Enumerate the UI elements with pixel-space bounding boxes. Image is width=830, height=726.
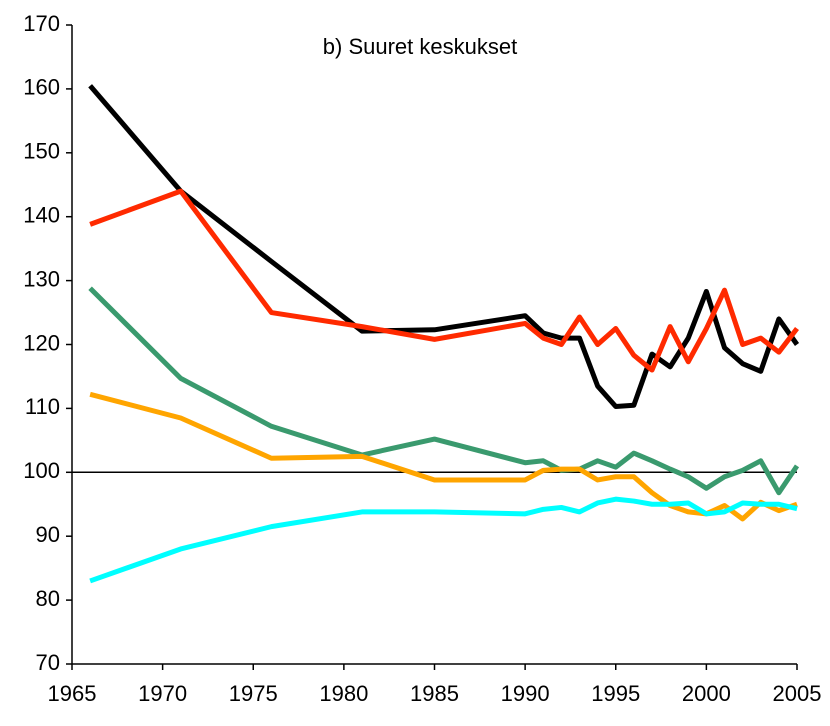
x-tick-label: 1990 <box>501 681 550 706</box>
y-tick-label: 150 <box>23 139 60 164</box>
y-tick-label: 110 <box>25 394 60 419</box>
x-tick-label: 1975 <box>229 681 278 706</box>
y-tick-label: 170 <box>23 11 60 36</box>
x-tick-label: 2005 <box>773 681 822 706</box>
series-line <box>89 391 798 522</box>
series-line <box>88 286 800 496</box>
y-tick-label: 80 <box>36 586 60 611</box>
y-tick-label: 130 <box>23 266 60 291</box>
y-tick-label: 140 <box>23 203 60 228</box>
x-tick-label: 1995 <box>591 681 640 706</box>
y-tick-label: 90 <box>36 522 60 547</box>
x-tick-label: 1985 <box>410 681 459 706</box>
series-line <box>89 188 799 373</box>
x-tick-label: 1970 <box>138 681 187 706</box>
x-tick-label: 1965 <box>48 681 97 706</box>
series-line <box>89 496 798 584</box>
x-tick-label: 2000 <box>682 681 731 706</box>
chart-title: b) Suuret keskukset <box>323 34 517 59</box>
y-tick-label: 120 <box>23 330 60 355</box>
y-tick-label: 70 <box>36 650 60 675</box>
x-tick-label: 1980 <box>319 681 368 706</box>
y-tick-label: 100 <box>23 458 60 483</box>
y-tick-label: 160 <box>23 75 60 100</box>
